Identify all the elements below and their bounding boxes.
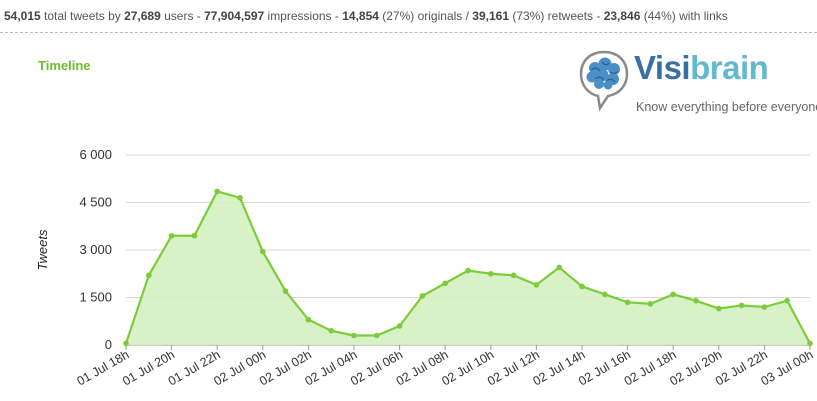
- data-point-20: [579, 283, 585, 290]
- data-point-23: [647, 301, 654, 307]
- data-point-3: [191, 232, 198, 239]
- logo-name-brain: brain: [690, 49, 769, 86]
- y-tick-label-2: 3 000: [79, 242, 112, 257]
- data-point-24: [670, 291, 676, 298]
- links-count: 23,846: [603, 9, 641, 23]
- data-point-28: [761, 304, 768, 310]
- data-point-21: [602, 291, 608, 298]
- visibrain-logo: Visibrain Know everything before everyon…: [578, 46, 817, 118]
- data-point-29: [784, 297, 790, 304]
- y-tick-label-4: 6 000: [79, 147, 112, 162]
- data-point-1: [146, 272, 152, 279]
- retweets-count: 39,161: [472, 9, 509, 23]
- data-point-7: [282, 288, 289, 294]
- data-point-14: [442, 280, 449, 287]
- stats-summary: 54,015 total tweets by 27,689 users - 77…: [4, 9, 728, 23]
- data-point-10: [351, 332, 357, 339]
- data-point-19: [556, 264, 562, 271]
- logo-name: Visibrain: [634, 48, 769, 88]
- data-point-5: [237, 194, 243, 201]
- originals-label: (27%) originals /: [378, 9, 473, 23]
- logo-name-visi: Visi: [634, 49, 691, 86]
- brain-speech-bubble-icon: [579, 50, 629, 112]
- data-point-26: [716, 305, 722, 312]
- y-tick-label-1: 1 500: [79, 290, 112, 305]
- data-point-30: [807, 340, 813, 347]
- logo-tagline: Know everything before everyone: [636, 100, 817, 114]
- data-point-22: [624, 299, 631, 306]
- impressions-count: 77,904,597: [204, 9, 265, 23]
- users-count: 27,689: [124, 9, 161, 23]
- data-point-18: [533, 282, 540, 288]
- tweets-count: 54,015: [4, 9, 41, 23]
- y-axis-label: Tweets: [35, 229, 50, 270]
- data-point-0: [123, 340, 129, 347]
- users-label: users -: [160, 9, 205, 23]
- data-point-25: [693, 297, 699, 304]
- links-label: (44%) with links: [640, 9, 728, 23]
- data-point-27: [738, 302, 745, 309]
- data-point-17: [510, 272, 517, 279]
- data-point-4: [214, 188, 220, 195]
- data-point-15: [465, 267, 471, 274]
- data-point-8: [305, 316, 312, 323]
- x-tick-label-15: 03 Jul 00h: [759, 347, 816, 388]
- data-point-11: [374, 332, 380, 339]
- dashed-divider: [0, 32, 817, 33]
- data-point-6: [260, 248, 266, 255]
- retweets-label: (73%) retweets -: [509, 9, 604, 23]
- data-point-16: [488, 270, 494, 277]
- y-tick-label-0: 0: [105, 337, 112, 352]
- impressions-label: impressions -: [264, 9, 343, 23]
- data-point-2: [168, 232, 175, 239]
- y-tick-label-3: 4 500: [79, 195, 112, 210]
- tweets-label: total tweets by: [40, 9, 125, 23]
- originals-count: 14,854: [342, 9, 379, 23]
- data-point-12: [396, 323, 403, 329]
- timeline-title: Timeline: [38, 58, 91, 73]
- data-point-9: [328, 327, 335, 334]
- data-point-13: [419, 293, 426, 299]
